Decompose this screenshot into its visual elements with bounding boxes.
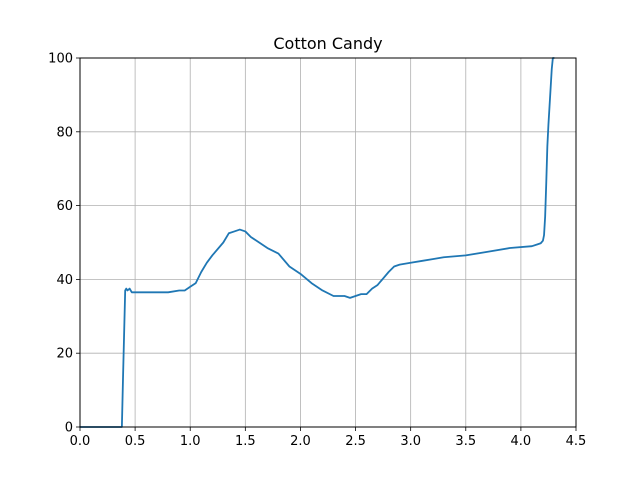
y-axis: 0 20 40 60 80 100 [48, 52, 80, 436]
x-tick-label: 3.0 [400, 434, 421, 449]
chart-title: Cotton Candy [273, 34, 382, 53]
x-tick-label: 0.0 [70, 434, 91, 449]
plot-area-frame [79, 57, 577, 428]
x-tick-label: 1.0 [180, 434, 201, 449]
x-tick-label: 1.5 [235, 434, 256, 449]
x-tick-label: 0.5 [125, 434, 146, 449]
x-tick-label: 4.0 [511, 434, 532, 449]
series-layer [79, 57, 555, 428]
x-tick-label: 2.0 [290, 434, 311, 449]
y-tick-label: 0 [65, 421, 73, 436]
y-tick-label: 40 [56, 273, 73, 288]
x-tick-label: 2.5 [345, 434, 366, 449]
y-tick-label: 20 [56, 347, 73, 362]
series-line [79, 57, 555, 428]
y-tick-label: 60 [56, 199, 73, 214]
y-tick-label: 80 [56, 125, 73, 140]
x-tick-label: 4.5 [566, 434, 587, 449]
y-tick-label: 100 [48, 52, 73, 67]
x-tick-label: 3.5 [455, 434, 476, 449]
x-axis: 0.0 0.5 1.0 1.5 2.0 2.5 3.0 3.5 4.0 4.5 [70, 427, 587, 449]
